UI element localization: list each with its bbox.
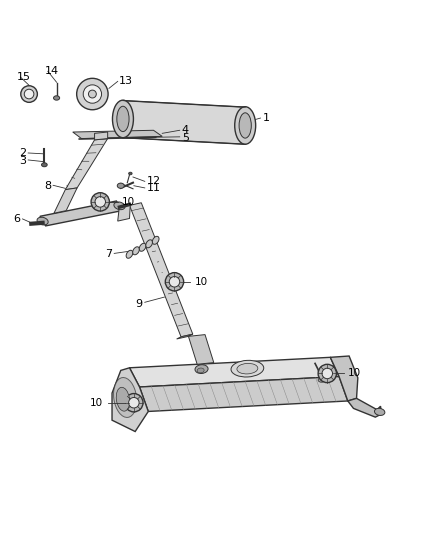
Text: 14: 14	[44, 66, 59, 76]
Ellipse shape	[117, 183, 124, 188]
Polygon shape	[123, 101, 245, 144]
Ellipse shape	[42, 163, 47, 167]
Text: 9: 9	[135, 298, 143, 309]
Text: 13: 13	[119, 76, 133, 86]
Text: 12: 12	[147, 176, 161, 187]
Ellipse shape	[152, 236, 159, 244]
Ellipse shape	[237, 364, 258, 374]
Ellipse shape	[129, 398, 139, 408]
Ellipse shape	[91, 193, 110, 211]
Ellipse shape	[374, 408, 385, 415]
Text: 3: 3	[19, 156, 26, 166]
Ellipse shape	[195, 365, 208, 374]
Ellipse shape	[126, 251, 133, 259]
Ellipse shape	[169, 277, 180, 287]
Ellipse shape	[113, 377, 137, 417]
Ellipse shape	[37, 217, 48, 225]
Polygon shape	[112, 368, 148, 432]
Ellipse shape	[197, 368, 204, 373]
Text: 8: 8	[44, 181, 51, 191]
Polygon shape	[65, 139, 108, 190]
Polygon shape	[348, 398, 381, 417]
Ellipse shape	[318, 378, 325, 382]
Polygon shape	[95, 132, 108, 140]
Polygon shape	[177, 334, 193, 339]
Ellipse shape	[77, 78, 108, 110]
Polygon shape	[73, 130, 162, 139]
Ellipse shape	[318, 364, 336, 383]
Ellipse shape	[83, 85, 102, 103]
Ellipse shape	[146, 240, 152, 248]
Ellipse shape	[231, 360, 264, 377]
Polygon shape	[330, 356, 358, 401]
Text: 2: 2	[19, 148, 26, 158]
Ellipse shape	[21, 86, 37, 102]
Ellipse shape	[125, 393, 143, 412]
Text: 10: 10	[122, 197, 135, 207]
Text: 15: 15	[17, 71, 31, 82]
Ellipse shape	[113, 100, 134, 138]
Polygon shape	[54, 188, 77, 213]
Polygon shape	[140, 376, 348, 411]
Ellipse shape	[165, 272, 184, 291]
Ellipse shape	[114, 202, 125, 209]
Text: 10: 10	[90, 398, 103, 408]
Ellipse shape	[88, 90, 96, 98]
Text: 11: 11	[147, 183, 161, 193]
Text: 10: 10	[194, 277, 208, 287]
Text: 4: 4	[182, 125, 189, 135]
Polygon shape	[188, 335, 214, 364]
Ellipse shape	[116, 387, 130, 411]
Polygon shape	[40, 201, 122, 226]
Ellipse shape	[53, 96, 60, 100]
Ellipse shape	[129, 172, 132, 175]
Ellipse shape	[322, 368, 332, 379]
Ellipse shape	[139, 243, 146, 251]
Ellipse shape	[117, 106, 129, 132]
Text: 10: 10	[348, 368, 361, 378]
Text: 7: 7	[105, 249, 112, 259]
Text: 5: 5	[182, 133, 189, 143]
Polygon shape	[118, 203, 131, 221]
Polygon shape	[130, 357, 339, 387]
Ellipse shape	[95, 197, 106, 207]
Ellipse shape	[239, 113, 251, 138]
Ellipse shape	[235, 107, 256, 144]
Polygon shape	[130, 203, 193, 337]
Ellipse shape	[133, 247, 139, 255]
Text: 6: 6	[13, 214, 20, 224]
Ellipse shape	[24, 89, 34, 99]
Text: 1: 1	[263, 113, 270, 123]
